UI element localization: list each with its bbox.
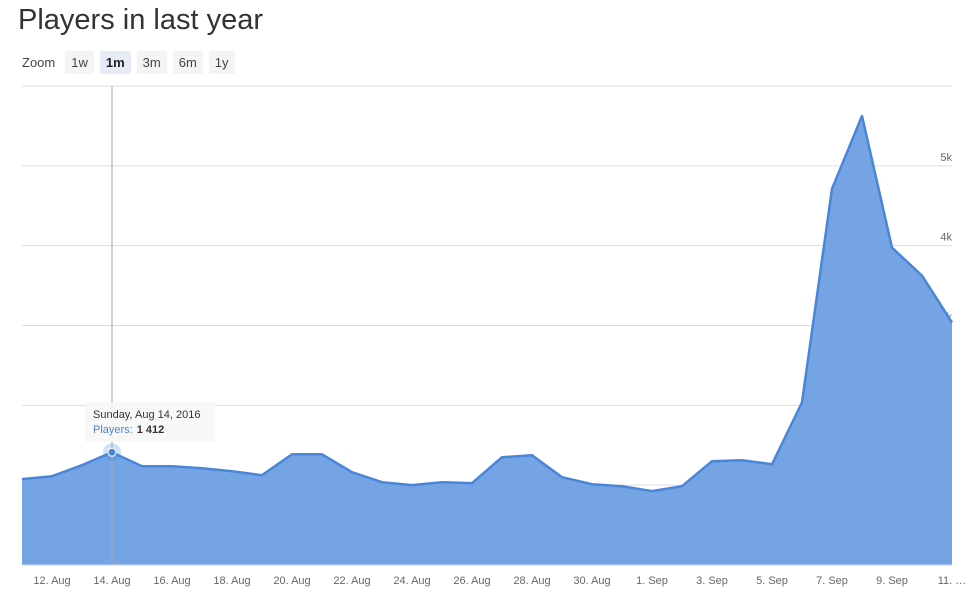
y-tick-label: 5k <box>940 152 952 164</box>
x-tick-label: 18. Aug <box>213 575 250 587</box>
x-tick-label: 7. Sep <box>816 575 848 587</box>
x-tick-label: 16. Aug <box>153 575 190 587</box>
x-tick-label: 20. Aug <box>273 575 310 587</box>
tooltip-value: 1 412 <box>137 424 165 436</box>
hover-marker <box>107 447 117 457</box>
x-tick-label: 28. Aug <box>513 575 550 587</box>
zoom-button[interactable]: 1y <box>208 51 235 74</box>
x-tick-label: 26. Aug <box>453 575 490 587</box>
x-tick-label: 30. Aug <box>573 575 610 587</box>
x-tick-label: 3. Sep <box>696 575 728 587</box>
y-tick-label: 4k <box>940 232 952 244</box>
zoom-button[interactable]: 1w <box>65 51 94 74</box>
x-tick-label: 22. Aug <box>333 575 370 587</box>
x-tick-label: 9. Sep <box>876 575 908 587</box>
x-tick-label: 12. Aug <box>33 575 70 587</box>
zoom-bar: Zoom 1w 1m 3m 6m 1y <box>22 51 235 74</box>
x-tick-label: 5. Sep <box>756 575 788 587</box>
tooltip-box <box>85 402 215 442</box>
zoom-label: Zoom <box>22 55 56 70</box>
x-tick-label: 24. Aug <box>393 575 430 587</box>
tooltip-line: Players: 1 412 <box>93 424 164 436</box>
x-tick-label: 1. Sep <box>636 575 668 587</box>
line <box>21 114 954 493</box>
tooltip-series: Players: <box>93 424 133 436</box>
x-tick-label: 14. Aug <box>93 575 130 587</box>
zoom-button[interactable]: 3m <box>136 51 167 74</box>
area <box>22 115 952 565</box>
zoom-button[interactable]: 1m <box>99 51 131 74</box>
zoom-button[interactable]: 6m <box>172 51 203 74</box>
x-tick-label: 11. … <box>938 575 967 587</box>
title: Players in last year <box>18 4 263 36</box>
tooltip-date: Sunday, Aug 14, 2016 <box>93 409 200 421</box>
